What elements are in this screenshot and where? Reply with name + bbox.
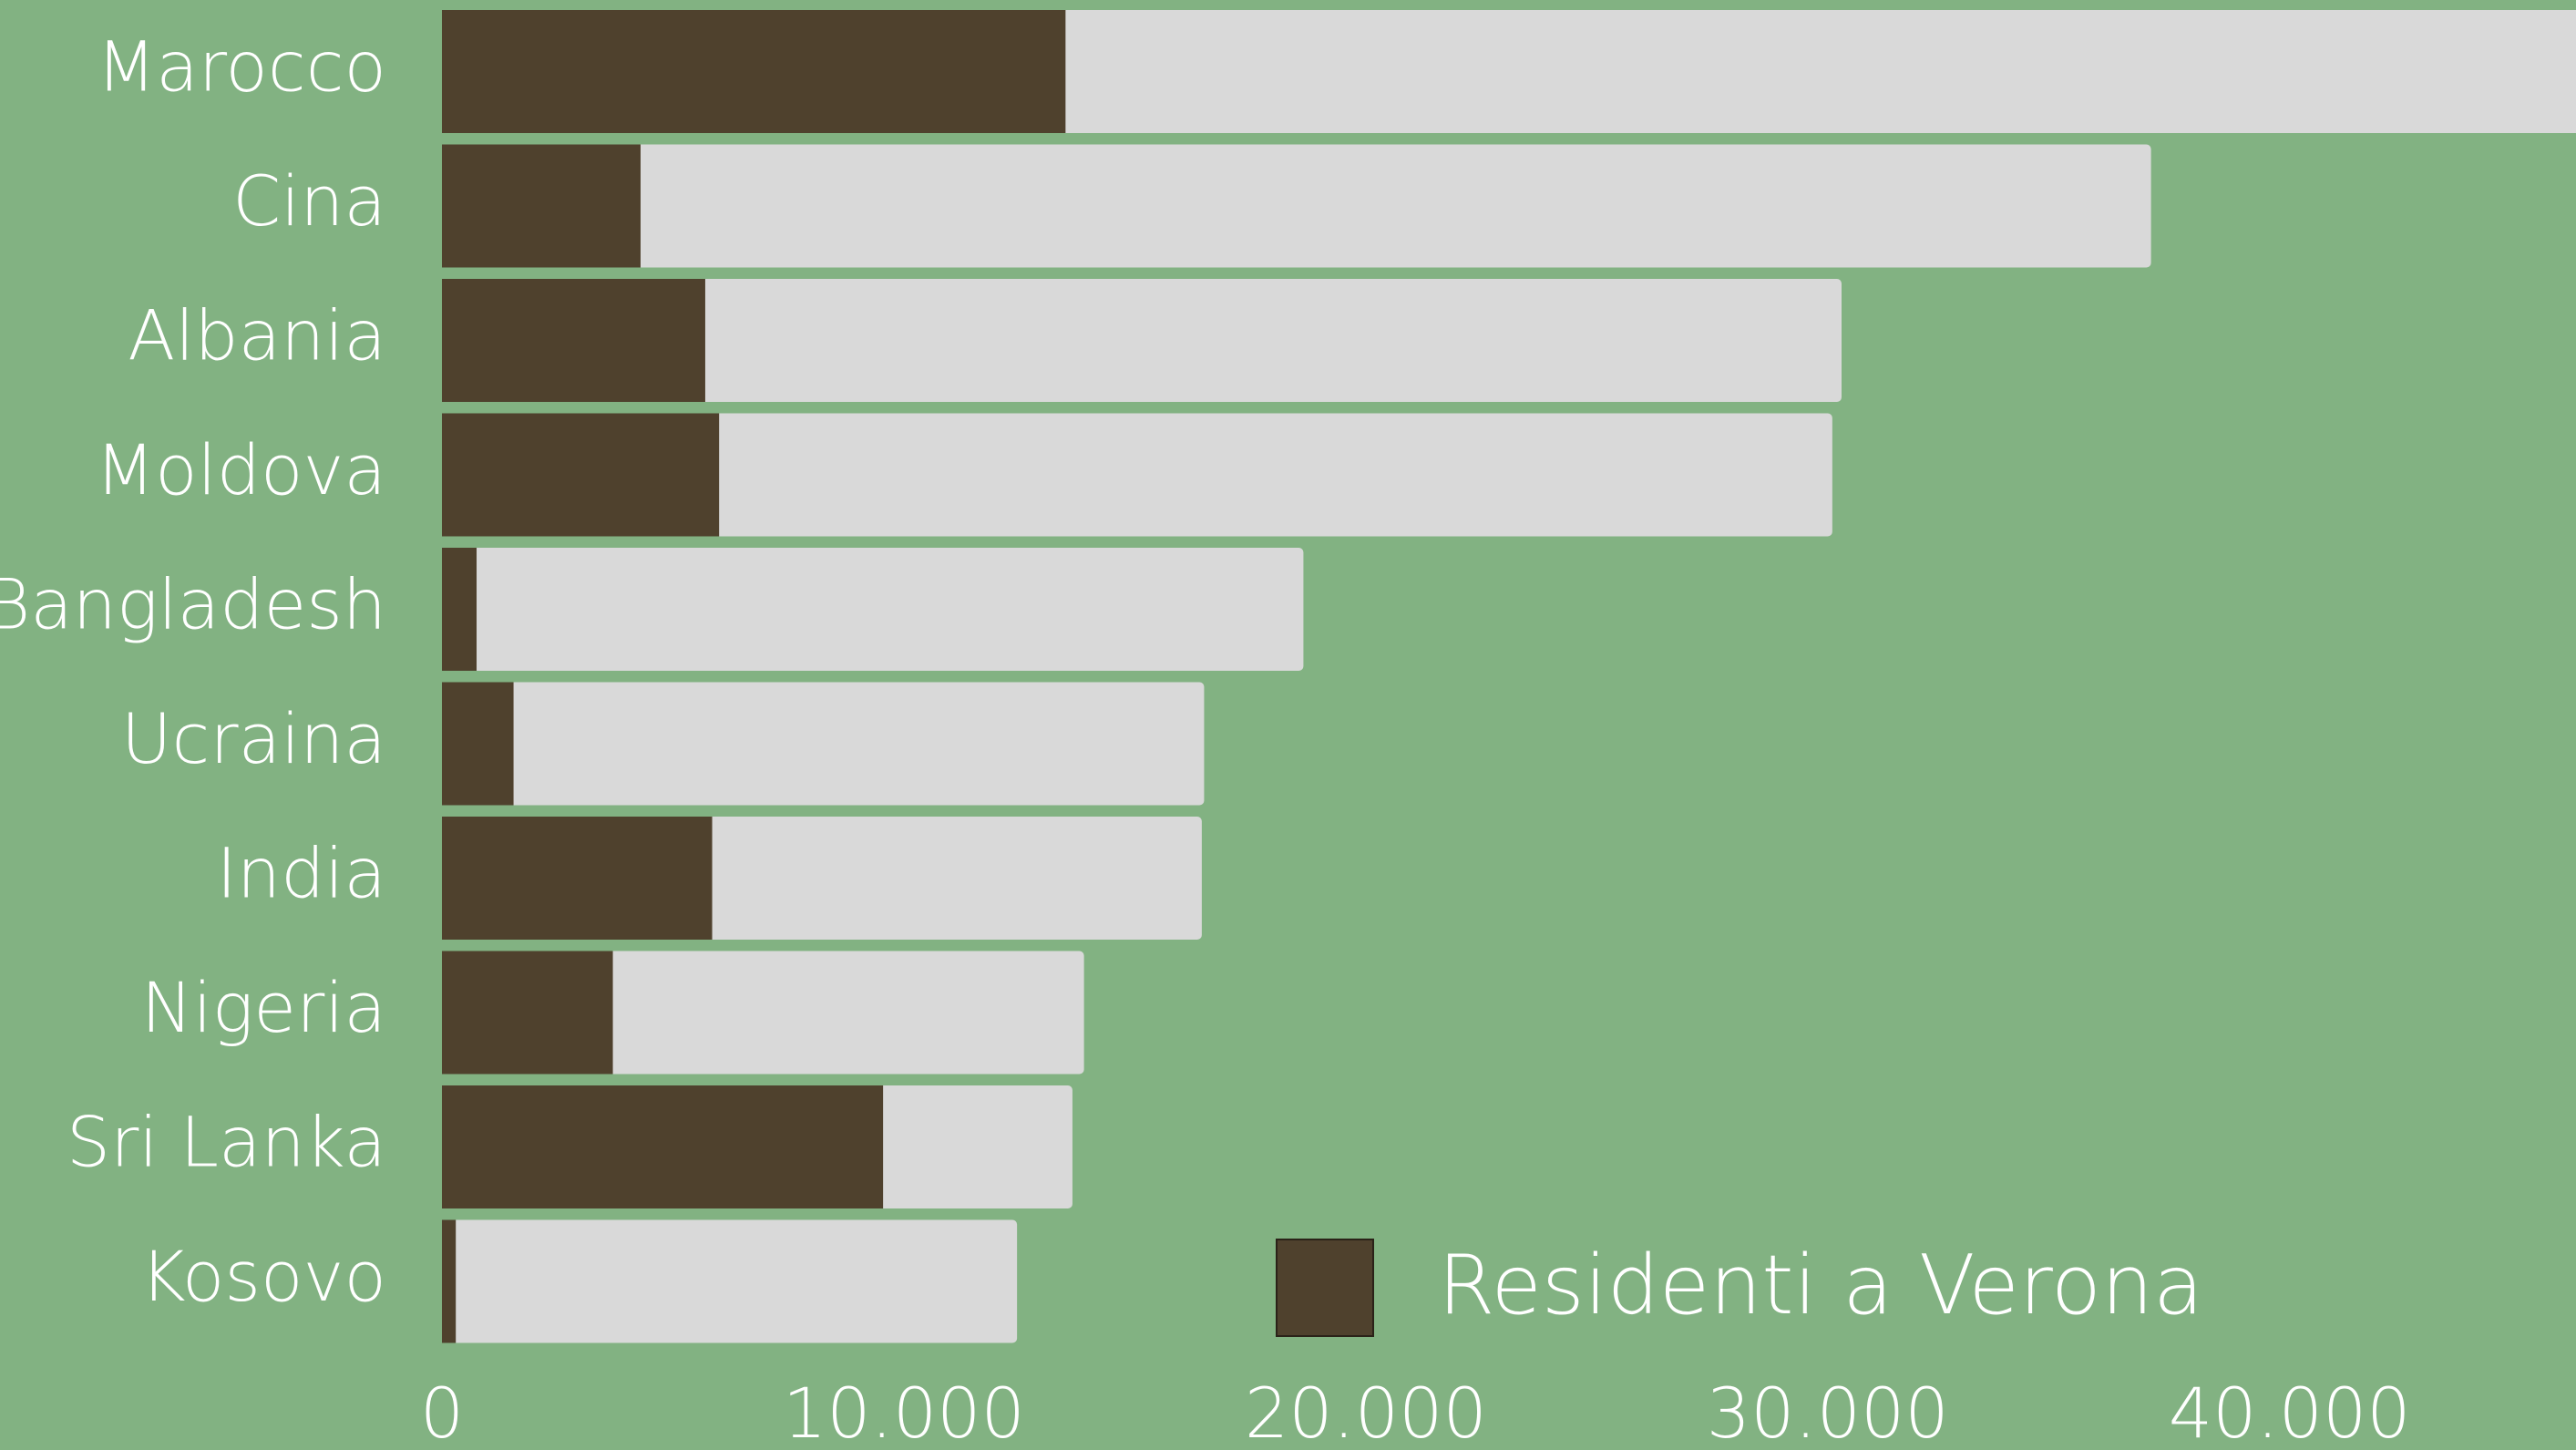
bar xyxy=(442,1085,884,1208)
bar xyxy=(442,1219,1018,1343)
bar xyxy=(442,10,1066,133)
y-tick-label: Kosovo xyxy=(140,1236,386,1317)
bar xyxy=(442,548,477,671)
bar xyxy=(442,1219,457,1343)
bar xyxy=(442,413,1832,537)
y-tick-label: Ucraina xyxy=(121,698,386,779)
y-tick-label: Moldova xyxy=(96,429,386,510)
y-tick-label: Albania xyxy=(128,295,386,376)
bar xyxy=(442,951,613,1075)
bar xyxy=(442,279,705,402)
y-tick-label: Nigeria xyxy=(141,967,386,1048)
x-tick-label: 10.000 xyxy=(783,1373,1025,1450)
x-tick-label: 0 xyxy=(420,1373,464,1450)
y-tick-label: Sri Lanka xyxy=(67,1102,386,1183)
bar xyxy=(442,548,1304,671)
x-tick-label: 20.000 xyxy=(1245,1373,1487,1450)
y-tick-label: India xyxy=(216,833,386,914)
legend-swatch xyxy=(1276,1239,1374,1337)
legend-label: Residenti a Verona xyxy=(1438,1238,2203,1333)
bar xyxy=(442,817,713,940)
y-tick-label: Marocco xyxy=(97,26,386,108)
bar xyxy=(442,279,1842,402)
x-tick-label: 40.000 xyxy=(2169,1373,2411,1450)
bar xyxy=(442,144,2151,268)
y-tick-label: Cina xyxy=(232,160,386,242)
bar xyxy=(442,144,641,268)
bar xyxy=(442,682,514,806)
bar xyxy=(442,682,1205,806)
y-tick-label: Bangladesh xyxy=(0,564,386,645)
bar xyxy=(442,413,720,537)
x-tick-label: 30.000 xyxy=(1707,1373,1949,1450)
